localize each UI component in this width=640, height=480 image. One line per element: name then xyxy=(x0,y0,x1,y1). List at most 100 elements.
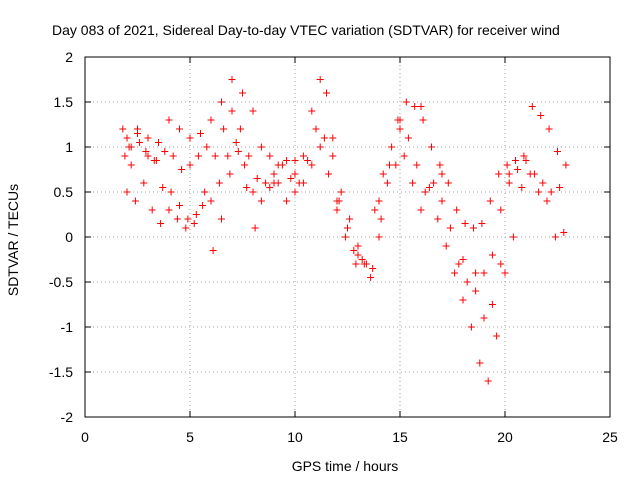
data-point xyxy=(218,98,225,106)
data-point xyxy=(337,188,345,196)
data-point xyxy=(299,179,307,187)
data-point xyxy=(197,130,204,137)
data-point xyxy=(419,116,427,124)
data-point xyxy=(165,116,173,124)
data-point xyxy=(350,247,358,254)
x-tick-label: 0 xyxy=(81,429,89,445)
x-tick-label: 5 xyxy=(186,429,194,445)
data-point xyxy=(528,103,536,110)
data-point xyxy=(354,242,362,250)
data-point xyxy=(291,157,299,164)
data-point xyxy=(207,116,215,124)
data-point xyxy=(190,220,198,227)
data-point xyxy=(543,197,551,205)
data-point xyxy=(178,166,186,173)
data-point xyxy=(402,98,410,106)
y-tick-label: -1.5 xyxy=(49,364,73,380)
data-point xyxy=(461,220,469,227)
data-point xyxy=(388,143,396,151)
data-point xyxy=(291,188,299,196)
data-point xyxy=(472,269,480,277)
data-point xyxy=(323,89,330,97)
data-point xyxy=(467,323,475,331)
data-point xyxy=(207,197,215,205)
data-point xyxy=(278,161,286,169)
data-point xyxy=(484,377,492,385)
data-point xyxy=(211,152,219,160)
data-point xyxy=(329,152,337,160)
data-point xyxy=(396,125,404,133)
data-point xyxy=(509,233,517,241)
data-point xyxy=(226,170,234,178)
data-point xyxy=(497,206,505,214)
data-point xyxy=(203,143,211,151)
data-point xyxy=(119,125,127,133)
data-point xyxy=(155,139,162,146)
y-tick-label: 1.5 xyxy=(54,94,74,110)
data-points xyxy=(119,76,570,385)
data-point xyxy=(161,148,169,155)
y-tick-label: 1 xyxy=(65,139,73,155)
data-point xyxy=(520,152,528,160)
data-point xyxy=(436,161,444,169)
data-point xyxy=(308,107,316,115)
data-point xyxy=(476,359,484,367)
y-axis-label: SDTVAR / TECUs xyxy=(5,184,21,296)
data-point xyxy=(186,134,194,142)
data-point xyxy=(257,143,265,151)
data-point xyxy=(249,107,257,115)
data-point xyxy=(442,242,450,250)
data-point xyxy=(209,247,217,254)
data-point xyxy=(369,265,377,272)
data-point xyxy=(547,188,555,196)
data-point xyxy=(539,179,547,187)
data-point xyxy=(488,301,496,308)
data-point xyxy=(446,224,454,232)
data-point xyxy=(480,314,488,322)
data-point xyxy=(514,166,522,173)
y-tick-label: 0.5 xyxy=(54,184,74,200)
data-point xyxy=(556,184,564,191)
data-point xyxy=(455,260,463,268)
data-point xyxy=(215,179,223,187)
data-point xyxy=(459,296,467,304)
data-point xyxy=(333,206,341,214)
data-point xyxy=(472,287,480,295)
data-point xyxy=(312,125,320,133)
data-point xyxy=(287,175,295,182)
data-point xyxy=(192,211,200,218)
data-point xyxy=(505,179,513,187)
data-point xyxy=(257,197,265,205)
data-point xyxy=(346,215,354,223)
data-point xyxy=(232,139,240,146)
data-point xyxy=(505,170,513,178)
data-point xyxy=(325,170,333,178)
axis-ticks: 0 5 10 15 20 25 -2 -1.5 -1 -0.5 0 0.5 1 1.5 2 xyxy=(49,49,618,445)
data-point xyxy=(283,197,291,205)
data-point xyxy=(150,157,158,164)
data-point xyxy=(434,215,442,223)
data-point xyxy=(526,170,534,178)
data-point xyxy=(551,233,559,241)
data-point xyxy=(144,134,152,142)
data-point xyxy=(320,134,328,142)
data-point xyxy=(157,220,165,227)
x-tick-label: 15 xyxy=(392,429,408,445)
data-point xyxy=(554,148,561,155)
data-point xyxy=(386,161,393,169)
data-point xyxy=(451,269,459,277)
data-point xyxy=(262,179,270,187)
data-point xyxy=(518,184,526,191)
data-point xyxy=(341,233,349,241)
data-point xyxy=(438,170,446,178)
data-point xyxy=(430,179,438,187)
data-point xyxy=(127,161,135,169)
data-point xyxy=(299,152,307,160)
data-point xyxy=(463,278,471,286)
data-point xyxy=(266,184,274,191)
data-point xyxy=(367,274,375,281)
data-point xyxy=(148,206,156,214)
data-point xyxy=(243,184,251,191)
data-point xyxy=(234,148,242,155)
